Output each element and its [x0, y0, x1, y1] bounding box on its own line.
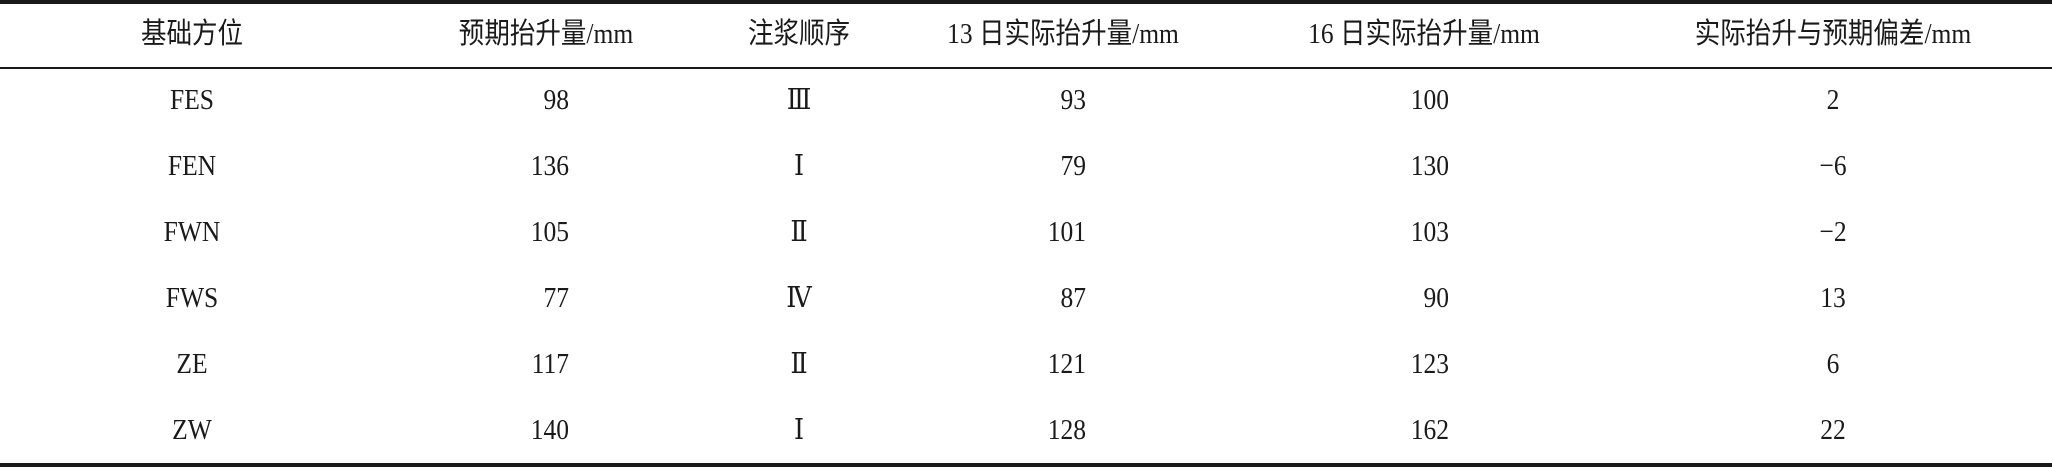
table-row: FWN 105 Ⅱ 101 103 −2	[0, 207, 2052, 257]
cell-lift-day13: 87	[1060, 282, 1086, 314]
cell-grouting-order: Ⅲ	[786, 84, 812, 116]
cell-lift-day16: 162	[1410, 414, 1449, 446]
cell-lift-day13: 101	[1047, 216, 1086, 248]
cell-lift-day16: 130	[1410, 150, 1449, 182]
cell-foundation-position: FWN	[163, 216, 221, 248]
table-header-rule	[0, 67, 2052, 69]
cell-deviation: −2	[1819, 216, 1847, 248]
cell-grouting-order: Ⅱ	[790, 216, 808, 248]
cell-expected-lift: 77	[543, 282, 569, 314]
cell-deviation: −6	[1819, 150, 1847, 182]
cell-expected-lift: 136	[530, 150, 569, 182]
cell-deviation: 2	[1826, 84, 1840, 116]
cell-foundation-position: ZE	[176, 348, 208, 380]
cell-lift-day16: 90	[1423, 282, 1449, 314]
table-bottom-rule	[0, 463, 2052, 467]
header-lift-day13: 13 日实际抬升量/mm	[947, 18, 1179, 50]
cell-deviation: 13	[1820, 282, 1846, 314]
cell-lift-day13: 128	[1047, 414, 1086, 446]
header-foundation-position: 基础方位	[140, 18, 244, 50]
cell-lift-day16: 100	[1410, 84, 1449, 116]
header-deviation: 实际抬升与预期偏差/mm	[1694, 18, 1972, 50]
cell-foundation-position: FWS	[165, 282, 219, 314]
cell-deviation: 22	[1820, 414, 1846, 446]
cell-lift-day13: 121	[1047, 348, 1086, 380]
table-row: ZW 140 Ⅰ 128 162 22	[0, 405, 2052, 455]
cell-grouting-order: Ⅰ	[793, 150, 805, 182]
table-header-row: 基础方位 预期抬升量/mm 注浆顺序 13 日实际抬升量/mm 16 日实际抬升…	[0, 9, 2052, 59]
cell-deviation: 6	[1826, 348, 1840, 380]
table-row: ZE 117 Ⅱ 121 123 6	[0, 339, 2052, 389]
header-expected-lift: 预期抬升量/mm	[458, 18, 634, 50]
header-lift-day16: 16 日实际抬升量/mm	[1308, 18, 1540, 50]
table-row: FWS 77 Ⅳ 87 90 13	[0, 273, 2052, 323]
table-top-rule	[0, 0, 2052, 4]
cell-expected-lift: 105	[530, 216, 569, 248]
header-grouting-order: 注浆顺序	[747, 18, 851, 50]
cell-expected-lift: 117	[531, 348, 569, 380]
cell-lift-day13: 93	[1060, 84, 1086, 116]
cell-foundation-position: FEN	[167, 150, 217, 182]
cell-foundation-position: FES	[170, 84, 214, 116]
cell-grouting-order: Ⅳ	[786, 282, 812, 314]
cell-foundation-position: ZW	[172, 414, 212, 446]
cell-lift-day16: 123	[1410, 348, 1449, 380]
table-row: FES 98 Ⅲ 93 100 2	[0, 75, 2052, 125]
cell-grouting-order: Ⅰ	[793, 414, 805, 446]
cell-lift-day13: 79	[1060, 150, 1086, 182]
cell-grouting-order: Ⅱ	[790, 348, 808, 380]
cell-expected-lift: 98	[543, 84, 569, 116]
cell-lift-day16: 103	[1410, 216, 1449, 248]
table-row: FEN 136 Ⅰ 79 130 −6	[0, 141, 2052, 191]
cell-expected-lift: 140	[530, 414, 569, 446]
